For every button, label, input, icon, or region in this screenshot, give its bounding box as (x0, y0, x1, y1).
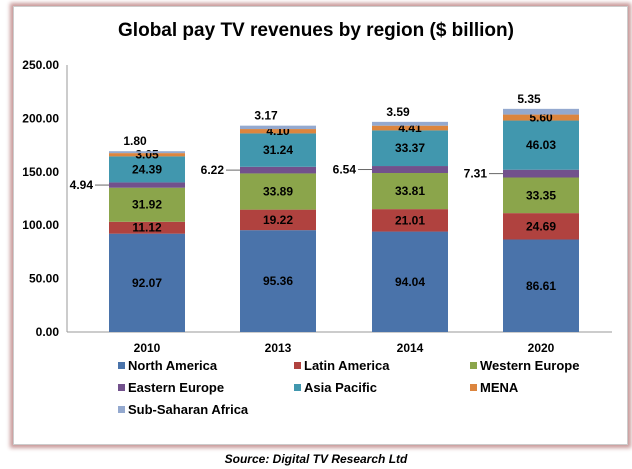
data-label: 46.03 (526, 138, 556, 152)
legend-label: MENA (480, 380, 519, 395)
bar-segment (240, 209, 316, 231)
legend-item: MENA (470, 380, 518, 395)
bar-segment (109, 151, 185, 154)
x-tick-label: 2010 (134, 341, 161, 355)
data-label: 7.31 (464, 167, 488, 181)
bar-segment (503, 114, 579, 121)
bar-segment (503, 108, 579, 115)
legend-label: North America (128, 358, 218, 373)
legend-label: Latin America (304, 358, 390, 373)
source-note: Source: Digital TV Research Ltd (224, 452, 408, 466)
x-tick-label: 2013 (265, 341, 292, 355)
bar-segment (109, 221, 185, 234)
data-label: 6.54 (333, 163, 357, 177)
data-label: 33.37 (395, 141, 425, 155)
bar-segment (240, 129, 316, 134)
x-tick-label: 2020 (528, 341, 555, 355)
bar-segment (372, 173, 448, 210)
y-tick-label: 100.00 (22, 218, 59, 232)
bar-segment (372, 130, 448, 167)
bar-segment (240, 173, 316, 210)
data-label: 21.01 (395, 213, 425, 227)
data-label: 1.80 (123, 134, 147, 148)
data-label: 11.12 (132, 221, 162, 235)
legend-label: Eastern Europe (128, 380, 225, 395)
data-label: 6.22 (201, 163, 225, 177)
data-label: 33.89 (263, 185, 293, 199)
data-label: 3.59 (386, 105, 410, 119)
bar-segment (503, 177, 579, 214)
legend-swatch (118, 384, 125, 391)
data-label: 95.36 (263, 274, 293, 288)
bar-segment (503, 239, 579, 332)
legend-item: North America (118, 358, 217, 373)
bar-segment (503, 213, 579, 240)
chart-title: Global pay TV revenues by region ($ bill… (118, 20, 514, 41)
y-tick-label: 150.00 (22, 165, 59, 179)
y-tick-label: 250.00 (22, 58, 59, 72)
y-tick-label: 50.00 (29, 272, 59, 286)
y-tick-label: 0.00 (36, 325, 60, 339)
bar-segment (240, 230, 316, 332)
bar-segment (109, 182, 185, 188)
bar-segment (372, 125, 448, 131)
data-label: 3.17 (254, 109, 278, 123)
legend-item: Eastern Europe (118, 380, 224, 395)
bar-segment (503, 169, 579, 178)
y-tick-label: 200.00 (22, 111, 59, 125)
legend-label: Asia Pacific (304, 380, 377, 395)
bar-segment (109, 156, 185, 183)
legend-item: Western Europe (470, 358, 579, 373)
data-label: 94.04 (395, 275, 425, 289)
bar-segment (240, 133, 316, 167)
data-label: 33.81 (395, 184, 425, 198)
data-label: 33.35 (526, 188, 556, 202)
data-label: 31.24 (263, 143, 293, 157)
bar-segment (372, 121, 448, 126)
legend-swatch (118, 362, 125, 369)
data-label: 86.61 (526, 279, 556, 293)
data-label: 24.39 (132, 162, 162, 176)
data-label: 31.92 (132, 198, 162, 212)
data-label: 3.05 (135, 148, 159, 162)
data-label: 5.35 (517, 92, 541, 106)
bar-segment (372, 209, 448, 232)
bar-segment (372, 231, 448, 332)
data-label: 19.22 (263, 213, 293, 227)
data-label: 4.94 (70, 178, 94, 192)
bar-segment (240, 166, 316, 174)
bar-segment (109, 233, 185, 332)
bar-segment (503, 120, 579, 170)
bar-segment (240, 125, 316, 130)
data-label: 92.07 (132, 276, 162, 290)
legend-item: Asia Pacific (294, 380, 377, 395)
legend-label: Western Europe (480, 358, 580, 373)
x-tick-label: 2014 (397, 341, 424, 355)
bar-segment (109, 153, 185, 157)
legend-swatch (294, 384, 301, 391)
data-label: 24.69 (526, 219, 556, 233)
legend-item: Sub-Saharan Africa (118, 402, 248, 417)
legend-swatch (470, 384, 477, 391)
legend-swatch (294, 362, 301, 369)
bar-segment (109, 187, 185, 222)
legend-swatch (118, 406, 125, 413)
bar-segment (372, 166, 448, 174)
legend-label: Sub-Saharan Africa (128, 402, 249, 417)
legend-swatch (470, 362, 477, 369)
legend-item: Latin America (294, 358, 390, 373)
